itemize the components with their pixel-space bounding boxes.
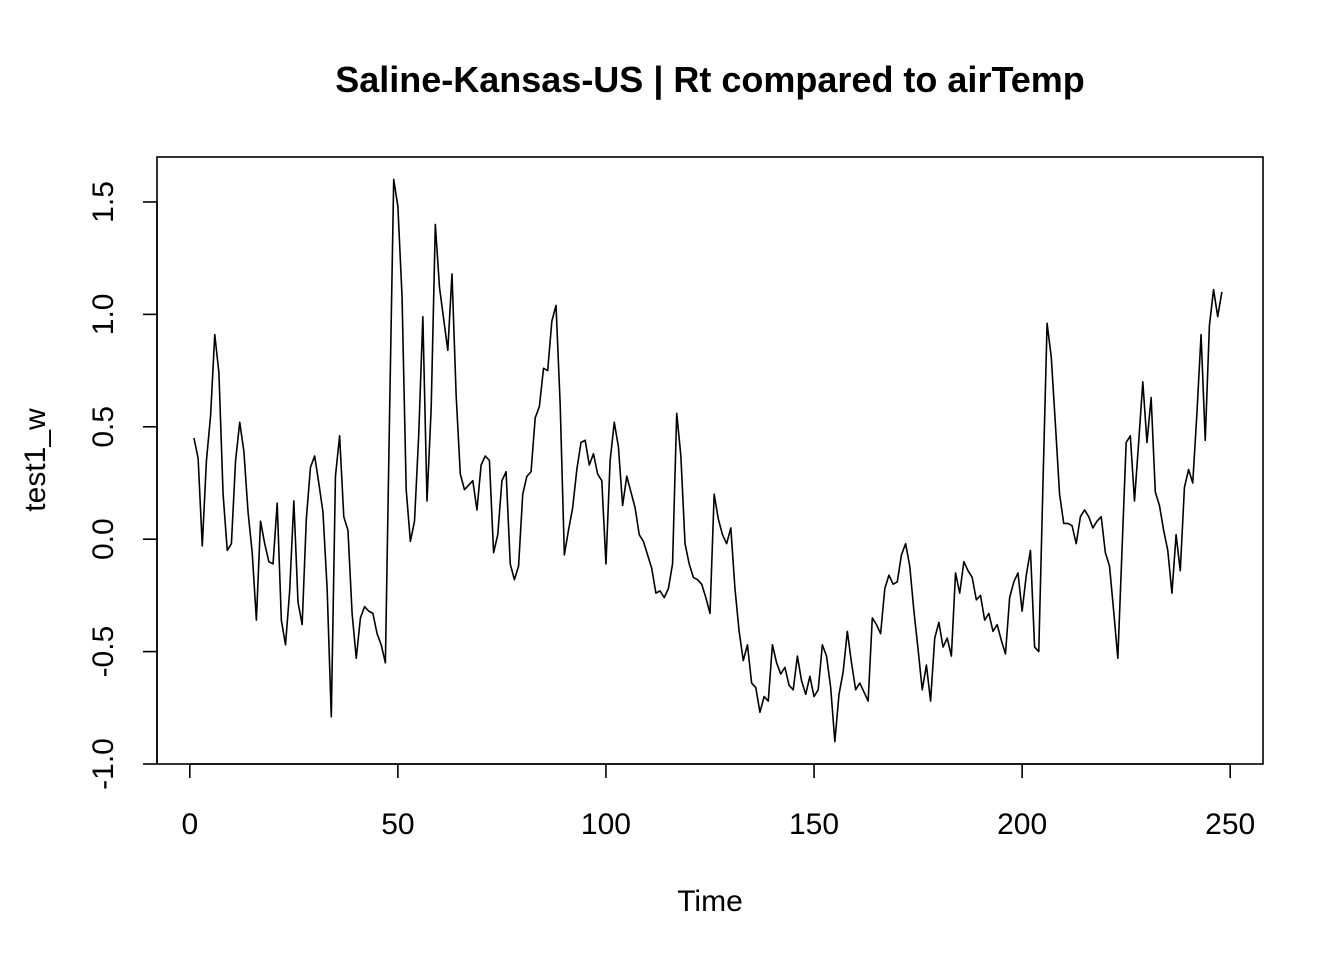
- y-tick-label: -1.0: [87, 738, 120, 790]
- x-tick-label: 250: [1205, 808, 1255, 841]
- x-tick-label: 0: [181, 808, 198, 841]
- x-tick-label: 200: [997, 808, 1047, 841]
- y-tick-label: 0.0: [87, 518, 120, 560]
- y-tick-label: -0.5: [87, 626, 120, 678]
- x-tick-label: 50: [381, 808, 414, 841]
- chart-title: Saline-Kansas-US | Rt compared to airTem…: [335, 59, 1085, 101]
- y-axis: -1.0 -0.5 0.0 0.5 1.0 1.5: [87, 181, 158, 790]
- y-tick-label: 1.5: [87, 181, 120, 223]
- y-axis-label: test1_w: [19, 408, 52, 512]
- y-tick-label: 1.0: [87, 294, 120, 336]
- x-tick-label: 150: [789, 808, 839, 841]
- x-tick-label: 100: [581, 808, 631, 841]
- x-axis: 0 50 100 150 200 250: [181, 763, 1255, 841]
- series-line: [193, 178, 1223, 743]
- y-tick-label: 0.5: [87, 406, 120, 448]
- x-axis-label: Time: [677, 885, 743, 918]
- plot-frame: [156, 156, 1264, 765]
